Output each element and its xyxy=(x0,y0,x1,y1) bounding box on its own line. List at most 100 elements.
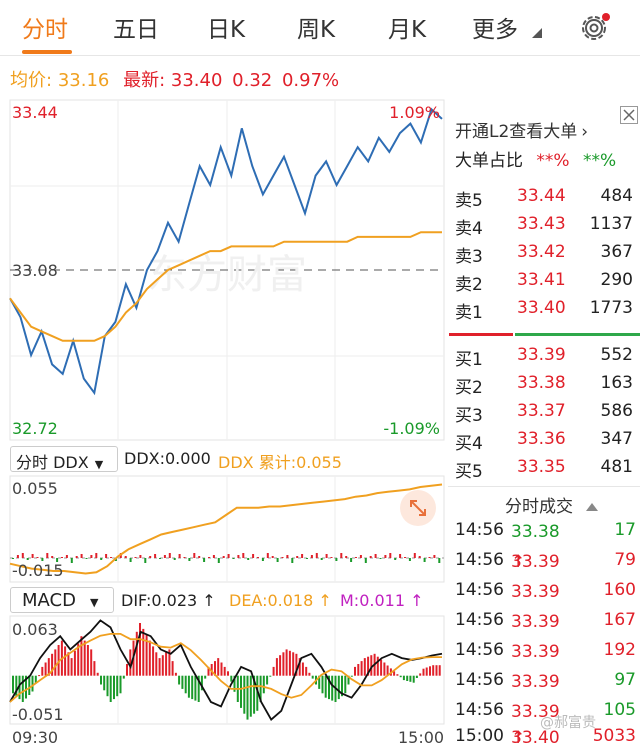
ask-row: 卖5 33.44 484 xyxy=(455,184,635,212)
macd-bar xyxy=(419,673,422,676)
macd-bar xyxy=(220,662,223,676)
macd-bar xyxy=(139,623,141,676)
trade-row: 15:00 33.40 ↑ 5033 xyxy=(455,726,636,746)
macd-bar xyxy=(184,675,187,694)
ddx-bar xyxy=(80,554,83,558)
tab-monthly-k[interactable]: 月K xyxy=(388,17,427,43)
tab-five-day[interactable]: 五日 xyxy=(113,17,159,43)
macd-bar xyxy=(113,675,115,700)
ddx-bar xyxy=(159,558,161,559)
trades-title-text: 分时成交 xyxy=(505,497,573,517)
change-percent: 0.97% xyxy=(281,70,340,91)
macd-bar xyxy=(44,662,47,676)
macd-bar xyxy=(288,650,291,676)
macd-bar xyxy=(214,661,216,676)
macd-bar xyxy=(272,666,275,676)
ddx-bar xyxy=(394,558,397,560)
macd-bar xyxy=(168,649,171,676)
bid-row: 买5 33.35 481 xyxy=(455,455,635,483)
bid-volume: 163 xyxy=(600,373,633,393)
trade-time: 14:56 xyxy=(455,700,504,720)
ddx-bar xyxy=(399,554,402,558)
ddx-bar xyxy=(330,557,333,558)
macd-chart[interactable]: 0.063 -0.051 xyxy=(0,614,446,726)
tab-more[interactable]: 更多 xyxy=(472,17,518,43)
trade-volume: 5033 xyxy=(592,726,636,746)
tab-weekly-k[interactable]: 周K xyxy=(297,17,336,43)
ddx-bar xyxy=(36,557,39,558)
macd-bar xyxy=(210,664,213,676)
macd-bar xyxy=(305,666,308,676)
ask-volume: 484 xyxy=(600,186,633,206)
expand-icon[interactable] xyxy=(410,500,426,516)
macd-bar xyxy=(161,655,164,676)
trade-time: 14:56 xyxy=(455,550,504,570)
macd-bar xyxy=(230,675,233,682)
macd-bar xyxy=(171,661,174,676)
trades-title[interactable]: 分时成交 xyxy=(505,492,599,517)
ask-row: 卖3 33.42 367 xyxy=(455,240,635,268)
ddx-bar xyxy=(110,557,112,558)
ddx-bar xyxy=(374,554,377,558)
macd-bar xyxy=(438,665,441,676)
ddx-bar xyxy=(51,556,54,558)
macd-bar xyxy=(181,675,184,689)
ddx-bar xyxy=(198,556,201,558)
macd-bar xyxy=(301,662,304,676)
macd-bar xyxy=(415,675,418,678)
macd-bar xyxy=(86,645,89,676)
macd-bar xyxy=(80,636,83,676)
bid-label: 买1 xyxy=(455,350,483,370)
ddx-bar xyxy=(105,554,108,558)
macd-selector[interactable] xyxy=(10,587,114,613)
bid-price: 33.37 xyxy=(517,401,566,421)
ddx-bar xyxy=(247,558,250,560)
macd-bar xyxy=(96,672,99,676)
l2-upgrade-link[interactable]: 开通L2查看大单 › xyxy=(455,117,588,142)
ask-price: 33.42 xyxy=(517,242,566,262)
ddx-bar xyxy=(350,558,353,562)
ddx-bar xyxy=(242,553,245,558)
macd-bar xyxy=(187,675,190,698)
ask-volume: 1773 xyxy=(589,298,633,318)
ask-price: 33.41 xyxy=(517,270,566,290)
macd-bar xyxy=(279,655,282,676)
ddx-bar xyxy=(296,556,299,558)
ddx-chart[interactable]: 0.055 -0.015 xyxy=(0,474,446,584)
price-line xyxy=(9,107,443,396)
macd-bar xyxy=(64,646,67,676)
time-axis-start: 09:30 xyxy=(12,728,59,746)
tab-daily-k[interactable]: 日K xyxy=(207,17,246,43)
ddx-bar xyxy=(41,558,44,561)
ddx-bar xyxy=(335,558,338,561)
macd-bar xyxy=(246,675,249,720)
macd-bar xyxy=(70,658,73,676)
macd-bar xyxy=(292,652,295,676)
close-icon[interactable] xyxy=(620,106,638,124)
macd-bar xyxy=(282,652,285,676)
ddx-bar xyxy=(418,556,421,558)
tab-intraday[interactable]: 分时 xyxy=(22,17,68,43)
bid-label: 买5 xyxy=(455,462,483,482)
bid-row: 买4 33.36 347 xyxy=(455,427,635,455)
ddx-selector[interactable] xyxy=(10,446,118,472)
chevron-right-icon: › xyxy=(581,122,589,142)
ddx-bar xyxy=(90,555,93,558)
ddx-bar xyxy=(379,558,382,559)
ddx-bar xyxy=(178,554,181,558)
watermark: 东方财富 xyxy=(147,252,307,298)
ddx-bar xyxy=(281,557,284,558)
macd-bar xyxy=(34,675,37,684)
macd-bar xyxy=(21,675,24,702)
settings-gear-icon[interactable] xyxy=(578,12,612,44)
intraday-chart[interactable]: 东方财富 33.44 33.08 32.72 1.09% -1.09% xyxy=(0,98,446,442)
trade-time: 14:56 xyxy=(455,580,504,600)
macd-bar xyxy=(311,675,314,679)
macd-bar xyxy=(406,675,409,681)
macd-bar xyxy=(103,675,106,691)
ddx-bar xyxy=(257,557,259,558)
triangle-down-icon xyxy=(532,28,542,38)
active-tab-indicator xyxy=(22,50,72,54)
bid-price: 33.38 xyxy=(517,373,566,393)
ask-label: 卖1 xyxy=(455,303,483,323)
